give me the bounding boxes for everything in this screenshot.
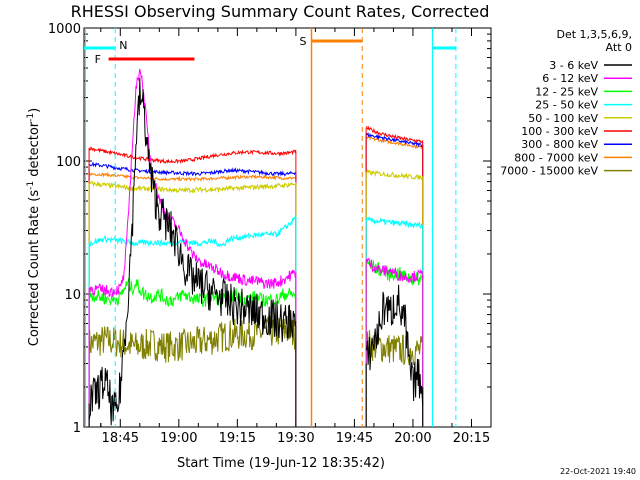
y-axis-label: Corrected Count Rate (s-1 detector-1) [26, 108, 42, 346]
series-line [365, 125, 424, 144]
flag-n: N [119, 39, 127, 52]
series-line [88, 171, 297, 183]
legend-label: 800 - 7000 keV [514, 151, 598, 164]
series-line [365, 132, 424, 148]
x-tick-label: 20:00 [394, 431, 431, 446]
y-axis-label-end: ) [27, 108, 42, 113]
x-tick-label: 19:30 [277, 431, 314, 446]
legend-label: 7000 - 15000 keV [500, 165, 598, 178]
x-tick-label: 18:45 [102, 431, 139, 446]
footer-date: 22-Oct-2021 19:40 [560, 467, 636, 476]
y-axis-label-sup2: -1 [26, 113, 36, 122]
series-line [365, 330, 424, 366]
series-line [88, 277, 297, 308]
legend-label: 6 - 12 keV [542, 72, 598, 85]
y-axis-label-main: Corrected Count Rate (s [27, 190, 42, 347]
y-tick-label: 100 [56, 155, 81, 170]
series-line [88, 315, 297, 363]
y-tick-label: 10 [64, 288, 81, 303]
legend-header-attenuator: Att 0 [606, 41, 632, 54]
series-line [365, 257, 424, 283]
plot-frame [83, 27, 492, 428]
x-tick-label: 19:00 [160, 431, 197, 446]
y-axis-label-mid: detector [27, 121, 42, 181]
x-axis-label: Start Time (19-Jun-12 18:35:42) [177, 456, 385, 471]
series-line [88, 145, 297, 165]
series-line [88, 161, 297, 177]
series-line [88, 68, 297, 298]
legend-header-detectors: Det 1,3,5,6,9, [556, 28, 632, 41]
x-tick-label: 19:45 [336, 431, 373, 446]
legend-label: 25 - 50 keV [535, 99, 598, 112]
flag-f: F [95, 53, 101, 66]
series-line [365, 135, 423, 150]
series-line [88, 180, 297, 194]
flag-s: S [299, 35, 306, 48]
legend-label: 12 - 25 keV [535, 85, 598, 98]
y-tick-label: 1000 [48, 22, 81, 37]
legend-label: 300 - 800 keV [521, 138, 598, 151]
x-tick-label: 19:15 [219, 431, 256, 446]
series-line [365, 216, 423, 229]
series-line [365, 284, 424, 406]
plot-area: 18:45 19:00 19:15 19:30 19:45 20:00 20:15 1 10 10… [48, 22, 492, 446]
legend-label: 3 - 6 keV [549, 59, 598, 72]
series-line [88, 77, 297, 426]
legend-label: 100 - 300 keV [521, 125, 598, 138]
series-line [89, 214, 297, 248]
series-line [365, 168, 424, 181]
x-tick-label: 20:15 [453, 431, 490, 446]
chart-title: RHESSI Observing Summary Count Rates, Co… [71, 2, 490, 21]
y-tick-label: 1 [73, 421, 81, 436]
y-axis-label-sup1: -1 [26, 181, 36, 190]
legend-label: 50 - 100 keV [528, 112, 598, 125]
